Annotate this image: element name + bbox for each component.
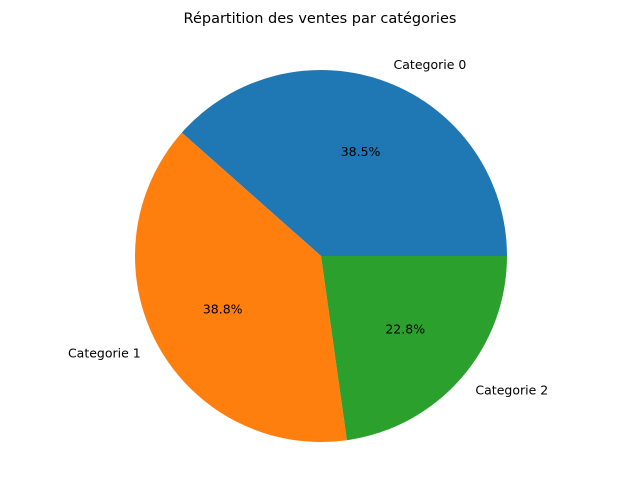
pie-slice-1 [134, 132, 347, 443]
pie-slice-2 [321, 256, 507, 441]
category-label-0: Categorie 0 [394, 57, 467, 72]
percent-label-2: 22.8% [385, 322, 425, 337]
pie-slice-0 [181, 69, 507, 256]
percent-label-1: 38.8% [203, 301, 243, 316]
chart-title: Répartition des ventes par catégories [184, 11, 457, 27]
category-label-1: Categorie 1 [68, 345, 141, 360]
category-label-2: Categorie 2 [475, 383, 548, 398]
pie-labels: 38.5% Categorie 0 38.8% Categorie 1 22.8% Cat… [68, 57, 548, 398]
percent-label-0: 38.5% [341, 144, 381, 159]
pie-slices [134, 69, 507, 443]
